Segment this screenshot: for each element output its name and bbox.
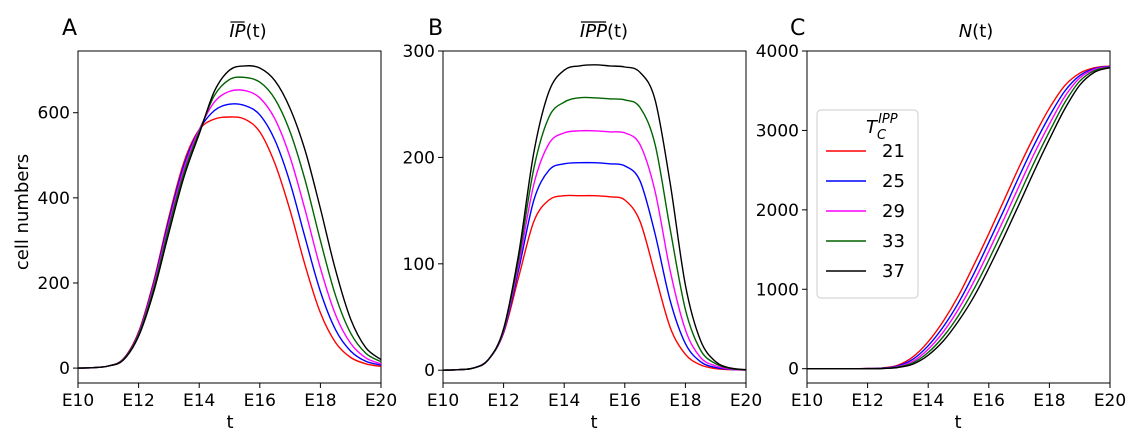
panel-a-xlabel: t: [226, 412, 233, 430]
legend: TCIPP 21 25 29 33 37: [816, 109, 919, 299]
y-tick-label: 1000: [756, 280, 799, 300]
x-tick-label: E18: [1033, 391, 1065, 411]
x-tick-label: E16: [973, 391, 1005, 411]
legend-title: TCIPP: [866, 112, 898, 143]
x-tick-label: E20: [1094, 391, 1126, 411]
y-tick-label: 600: [38, 104, 70, 124]
x-tick-label: E18: [304, 391, 336, 411]
panel-b-series-29: [442, 129, 747, 371]
legend-title-sub: C: [877, 128, 887, 143]
y-tick-label: 0: [788, 360, 799, 380]
y-tick-label: 200: [403, 148, 435, 168]
x-tick-label: E14: [183, 391, 215, 411]
panel-letter-b: B: [428, 16, 443, 41]
panel-a-series-25: [77, 103, 382, 369]
x-tick-label: E12: [122, 391, 154, 411]
x-tick-label: E18: [669, 391, 701, 411]
legend-label-33: 33: [882, 231, 905, 252]
panel-b: B IPP(t) t E10 E12 E14 E16 E18 E20 0 100 200 300: [403, 16, 763, 430]
panel-c-series-37: [807, 67, 1111, 370]
x-tick-label: E14: [912, 391, 944, 411]
y-tick-label: 200: [38, 274, 70, 294]
y-tick-label: 400: [38, 189, 70, 209]
panel-a-series-29: [77, 89, 382, 369]
panel-b-frame: [442, 50, 747, 384]
legend-label-25: 25: [882, 171, 905, 192]
panel-a-series-33: [77, 76, 382, 369]
x-tick-label: E20: [730, 391, 762, 411]
x-tick-label: E10: [791, 391, 823, 411]
panel-a-title-main: IP: [229, 21, 245, 42]
panel-a-series-37: [77, 65, 382, 369]
panel-letter-a: A: [62, 16, 77, 41]
x-tick-label: E14: [548, 391, 580, 411]
panel-a-ylabel: cell numbers: [12, 154, 33, 270]
panel-b-title-arg: (t): [607, 21, 628, 42]
panel-c-title-main: N: [959, 21, 972, 42]
panel-a-title-arg: (t): [246, 21, 267, 42]
y-tick-label: 4000: [756, 42, 799, 62]
legend-title-sup: IPP: [878, 112, 898, 127]
x-tick-label: E16: [244, 391, 276, 411]
x-tick-label: E12: [851, 391, 883, 411]
panel-a-frame: [77, 50, 382, 384]
panel-b-title: IPP(t): [580, 21, 628, 42]
x-tick-label: E16: [609, 391, 641, 411]
x-tick-label: E20: [365, 391, 397, 411]
legend-label-37: 37: [882, 261, 905, 282]
x-tick-label: E12: [487, 391, 519, 411]
legend-box: [816, 109, 919, 299]
panel-letter-c: C: [790, 16, 805, 41]
panel-b-title-main: IPP: [580, 21, 607, 42]
y-tick-label: 2000: [756, 201, 799, 221]
panel-c-title: N(t): [959, 21, 994, 42]
panel-a: A IP(t) cell numbers t E10 E12 E14 E16 E18 E2…: [12, 16, 397, 430]
legend-title-main: T: [866, 117, 879, 138]
legend-label-21: 21: [882, 141, 905, 162]
panel-b-series-33: [442, 96, 747, 371]
panel-a-title: IP(t): [229, 21, 266, 42]
y-tick-label: 100: [403, 255, 435, 275]
panel-c-frame: [806, 50, 1111, 384]
panel-c-title-arg: (t): [972, 21, 993, 42]
x-tick-label: E10: [427, 391, 459, 411]
x-tick-label: E10: [62, 391, 94, 411]
legend-label-29: 29: [882, 201, 905, 222]
y-tick-label: 0: [424, 361, 435, 381]
panel-b-xlabel: t: [590, 412, 597, 430]
y-tick-label: 0: [59, 359, 70, 379]
panel-b-series-37: [442, 64, 747, 371]
y-tick-label: 300: [403, 42, 435, 62]
panel-c-xlabel: t: [954, 412, 961, 430]
panel-c: C N(t) t E10 E12 E14 E16 E18 E20 0 1000 2000 3000…: [756, 16, 1126, 430]
y-tick-label: 3000: [756, 121, 799, 141]
panel-b-series-21: [442, 194, 747, 371]
